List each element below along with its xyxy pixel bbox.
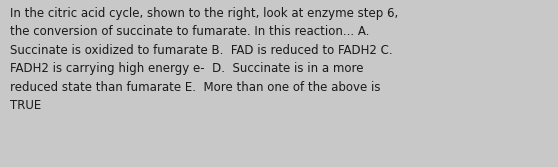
Text: In the citric acid cycle, shown to the right, look at enzyme step 6,
the convers: In the citric acid cycle, shown to the r… (10, 7, 398, 112)
